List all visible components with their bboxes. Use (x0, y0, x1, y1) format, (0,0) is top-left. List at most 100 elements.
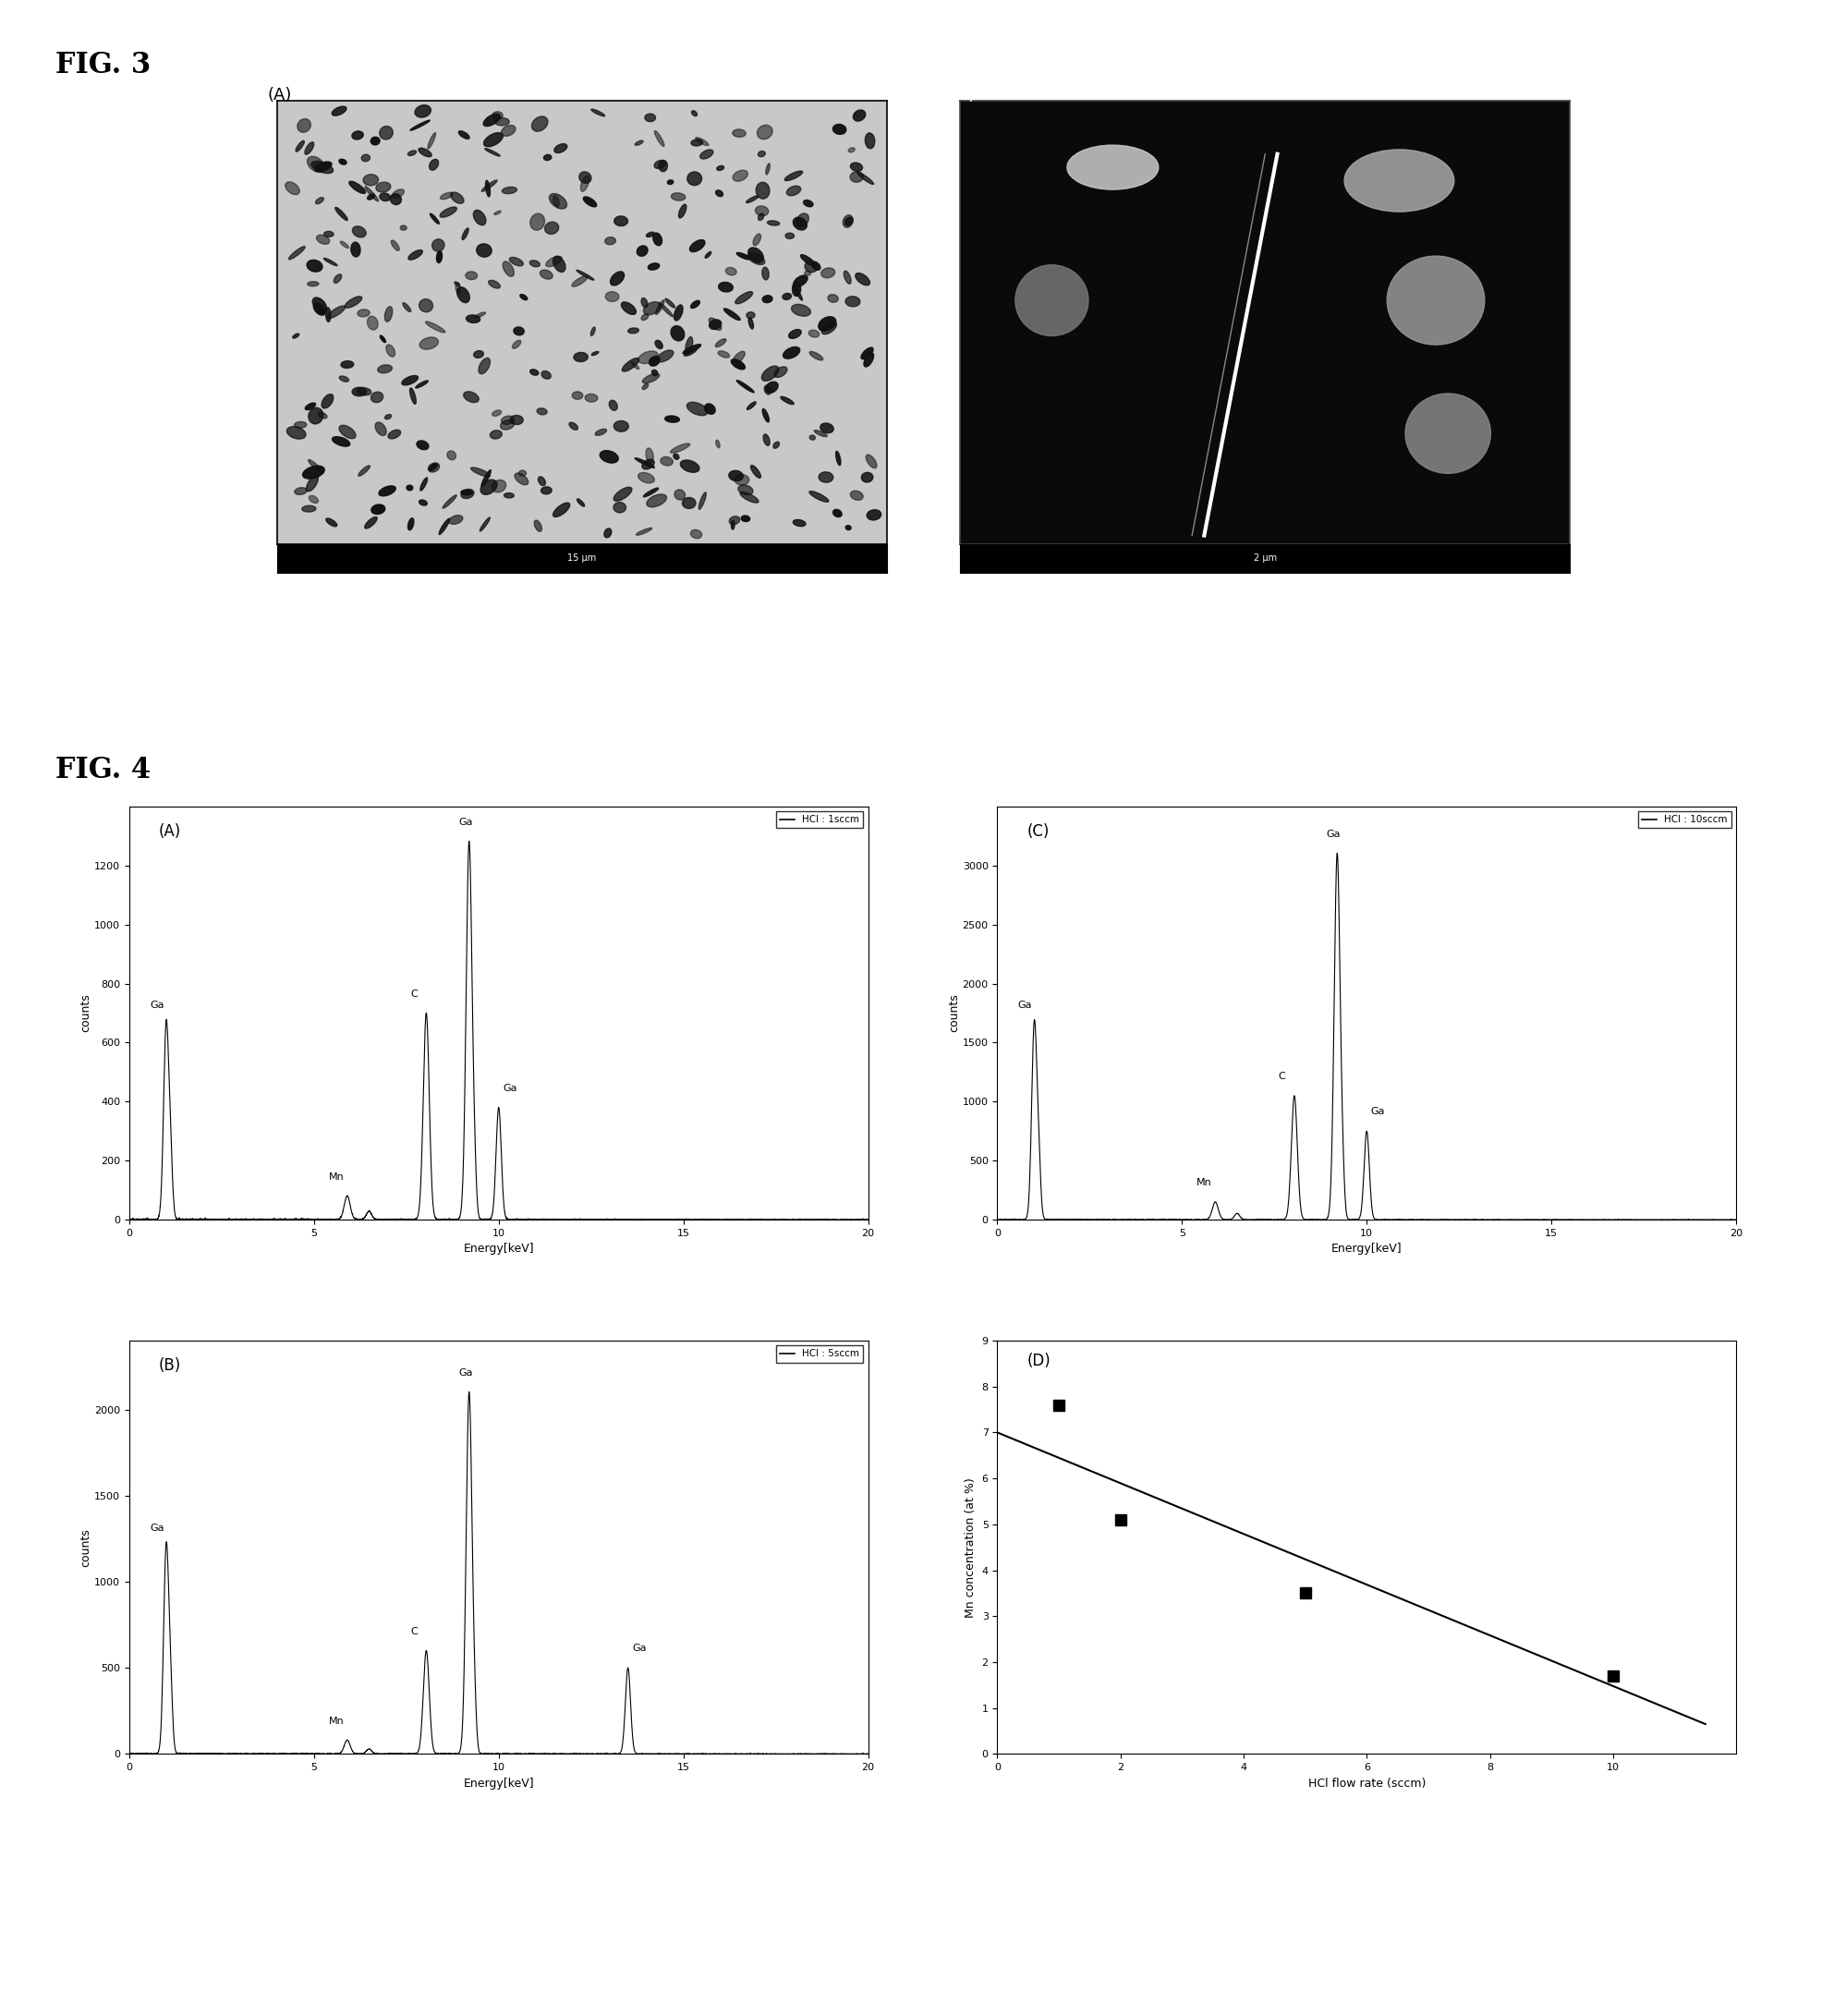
Ellipse shape (748, 248, 762, 262)
Ellipse shape (864, 133, 875, 149)
Ellipse shape (284, 181, 299, 196)
Ellipse shape (687, 171, 701, 185)
Ellipse shape (495, 117, 509, 125)
Ellipse shape (605, 292, 618, 302)
Ellipse shape (473, 351, 484, 359)
Ellipse shape (572, 276, 587, 286)
Text: FIG. 4: FIG. 4 (55, 756, 151, 784)
Ellipse shape (554, 143, 567, 153)
Text: Ga: Ga (458, 1369, 473, 1377)
Ellipse shape (487, 280, 500, 288)
Ellipse shape (458, 131, 469, 139)
Ellipse shape (785, 171, 803, 181)
Ellipse shape (425, 321, 445, 333)
Ellipse shape (532, 117, 548, 131)
Text: Mn: Mn (1196, 1177, 1211, 1187)
Ellipse shape (408, 518, 414, 530)
Ellipse shape (358, 308, 369, 317)
Ellipse shape (762, 433, 770, 446)
Ellipse shape (766, 163, 770, 175)
Ellipse shape (509, 258, 522, 266)
Ellipse shape (491, 409, 500, 415)
Ellipse shape (737, 252, 749, 260)
Text: (D): (D) (1026, 1353, 1050, 1369)
Text: Mn: Mn (329, 1171, 343, 1181)
Ellipse shape (585, 393, 598, 401)
Ellipse shape (371, 504, 386, 514)
Ellipse shape (762, 409, 768, 421)
Ellipse shape (306, 282, 319, 286)
Ellipse shape (683, 349, 696, 357)
Ellipse shape (716, 165, 724, 171)
Ellipse shape (288, 246, 305, 260)
Ellipse shape (685, 337, 692, 355)
Ellipse shape (773, 367, 786, 377)
Ellipse shape (410, 387, 415, 403)
Text: 15 μm: 15 μm (567, 554, 596, 562)
X-axis label: Energy[keV]: Energy[keV] (1331, 1244, 1401, 1256)
Ellipse shape (635, 458, 653, 468)
Ellipse shape (371, 391, 382, 403)
Ellipse shape (674, 304, 683, 321)
Ellipse shape (543, 155, 552, 161)
Ellipse shape (504, 494, 513, 498)
Ellipse shape (428, 133, 436, 149)
Ellipse shape (323, 232, 334, 236)
Ellipse shape (849, 163, 862, 171)
Ellipse shape (297, 119, 310, 133)
Ellipse shape (306, 476, 318, 492)
Ellipse shape (500, 125, 515, 137)
Ellipse shape (386, 345, 395, 357)
Ellipse shape (402, 302, 410, 312)
Text: Mn: Mn (329, 1716, 343, 1726)
Ellipse shape (456, 286, 469, 302)
Ellipse shape (308, 460, 321, 472)
Ellipse shape (537, 407, 546, 415)
Ellipse shape (408, 250, 423, 260)
Text: Ga: Ga (1017, 1000, 1032, 1010)
Ellipse shape (847, 147, 855, 153)
Ellipse shape (340, 242, 349, 248)
Ellipse shape (764, 381, 777, 393)
Ellipse shape (502, 187, 517, 194)
Ellipse shape (484, 133, 502, 147)
Ellipse shape (781, 397, 794, 405)
Ellipse shape (788, 329, 801, 339)
Ellipse shape (417, 442, 428, 450)
Legend: HCl : 1sccm: HCl : 1sccm (775, 810, 862, 829)
Ellipse shape (679, 460, 700, 472)
Ellipse shape (325, 308, 330, 323)
Ellipse shape (500, 415, 513, 425)
Ellipse shape (580, 171, 591, 183)
Ellipse shape (860, 472, 873, 482)
Ellipse shape (849, 171, 862, 181)
Ellipse shape (661, 458, 672, 466)
Point (1106, 1504, 1135, 1536)
Y-axis label: counts: counts (79, 1528, 92, 1566)
Ellipse shape (334, 208, 347, 220)
Ellipse shape (690, 111, 696, 117)
Ellipse shape (476, 244, 491, 256)
Ellipse shape (576, 498, 583, 506)
Ellipse shape (533, 520, 541, 532)
Ellipse shape (737, 381, 753, 393)
Ellipse shape (740, 492, 759, 502)
Ellipse shape (827, 294, 838, 302)
Ellipse shape (521, 294, 528, 300)
Ellipse shape (349, 181, 366, 194)
Ellipse shape (659, 159, 666, 171)
Ellipse shape (674, 490, 685, 500)
Ellipse shape (371, 137, 380, 145)
Ellipse shape (783, 292, 790, 300)
Ellipse shape (353, 226, 366, 238)
Ellipse shape (430, 214, 439, 224)
Ellipse shape (642, 488, 659, 496)
Ellipse shape (740, 516, 749, 522)
Ellipse shape (729, 516, 740, 524)
Ellipse shape (482, 470, 491, 486)
Ellipse shape (855, 272, 869, 286)
Ellipse shape (428, 464, 438, 470)
Ellipse shape (670, 194, 685, 202)
Ellipse shape (489, 429, 502, 439)
Ellipse shape (465, 314, 480, 323)
